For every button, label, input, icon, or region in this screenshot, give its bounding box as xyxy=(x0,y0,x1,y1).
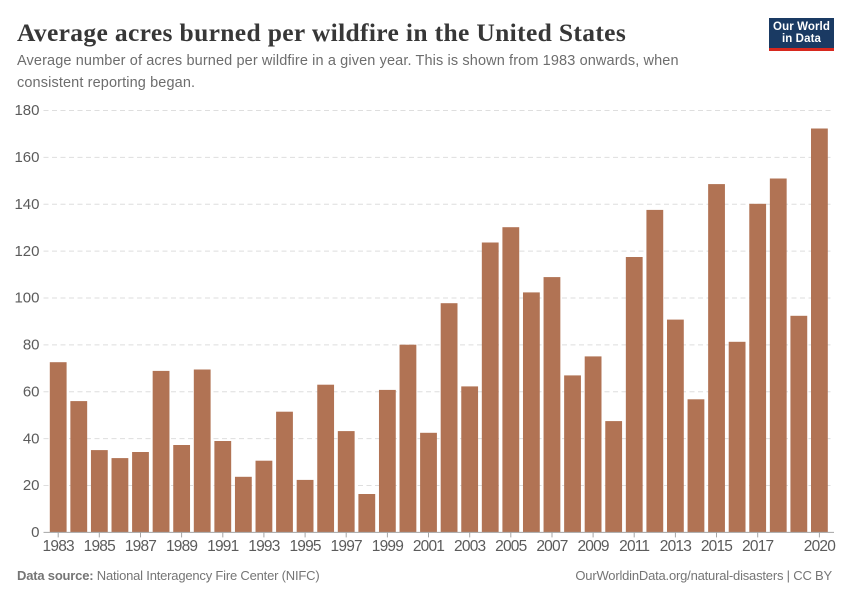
svg-text:2001: 2001 xyxy=(413,538,444,555)
svg-text:1991: 1991 xyxy=(207,538,238,555)
svg-text:120: 120 xyxy=(14,243,39,260)
svg-text:40: 40 xyxy=(23,430,40,447)
svg-text:20: 20 xyxy=(23,477,40,494)
svg-text:2020: 2020 xyxy=(804,538,836,555)
svg-text:1983: 1983 xyxy=(43,538,74,555)
svg-text:1985: 1985 xyxy=(84,538,115,555)
svg-text:100: 100 xyxy=(14,290,39,307)
svg-text:2017: 2017 xyxy=(742,538,773,555)
svg-text:2015: 2015 xyxy=(701,538,732,555)
svg-text:1989: 1989 xyxy=(166,538,197,555)
svg-text:60: 60 xyxy=(23,384,40,401)
svg-text:2013: 2013 xyxy=(660,538,691,555)
svg-text:1987: 1987 xyxy=(125,538,156,555)
svg-text:180: 180 xyxy=(14,102,39,119)
svg-text:2009: 2009 xyxy=(577,538,608,555)
svg-text:140: 140 xyxy=(14,196,39,213)
svg-text:2011: 2011 xyxy=(619,538,649,555)
svg-text:2003: 2003 xyxy=(454,538,485,555)
svg-text:80: 80 xyxy=(23,337,40,354)
svg-text:1993: 1993 xyxy=(248,538,279,555)
svg-text:1997: 1997 xyxy=(331,538,362,555)
svg-text:0: 0 xyxy=(31,524,39,541)
svg-text:1995: 1995 xyxy=(289,538,320,555)
svg-text:2007: 2007 xyxy=(536,538,567,555)
svg-text:2005: 2005 xyxy=(495,538,526,555)
svg-text:160: 160 xyxy=(14,149,39,166)
svg-text:1999: 1999 xyxy=(372,538,403,555)
